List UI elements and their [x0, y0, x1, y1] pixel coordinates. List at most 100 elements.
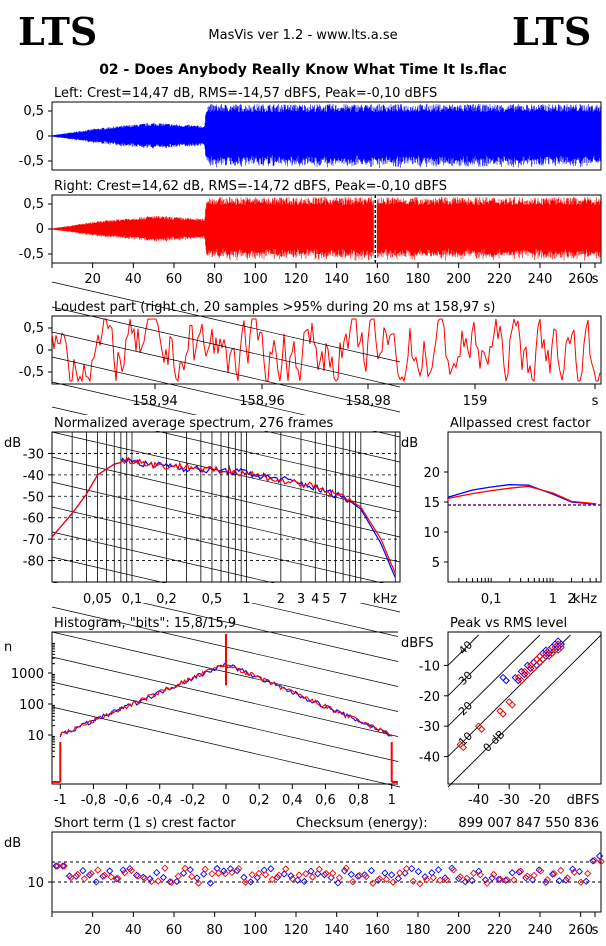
shortterm-point: [369, 879, 377, 887]
spectrum-mask: [52, 583, 400, 603]
spectrum-ytick-label: -80: [23, 555, 44, 570]
crest-ytick-label: 20: [423, 466, 440, 481]
shortterm-xtick-label: 180: [406, 923, 431, 938]
spectrum-xtick-label: 0,5: [202, 592, 223, 607]
peakrms-marker: [514, 676, 523, 685]
shortterm-point: [362, 872, 370, 881]
crest-xtick-label: kHz: [573, 592, 597, 607]
shortterm-point: [181, 864, 189, 872]
shortterm-point: [577, 878, 585, 886]
shortterm-point: [455, 874, 463, 883]
shortterm-ytick-label: 10: [27, 876, 44, 891]
peakrms-point-right: [554, 640, 565, 651]
spectrum-xtick-label: 0,05: [83, 592, 112, 607]
shortterm-point: [563, 874, 572, 882]
shortterm-point: [387, 871, 396, 879]
shortterm-point: [516, 867, 525, 875]
shortterm-point: [422, 876, 431, 884]
histogram-ytick-label: 100: [19, 698, 44, 713]
shortterm-point: [167, 878, 176, 887]
shortterm-point: [107, 873, 115, 881]
shortterm-point: [334, 879, 342, 887]
shortterm-point: [589, 857, 597, 865]
shortterm-point: [463, 874, 471, 882]
peakrms-point-right: [526, 661, 538, 673]
time-axis-tick-label: 240: [528, 272, 553, 287]
spectrum-xtick-label: 5: [322, 592, 330, 607]
shortterm-point: [429, 874, 437, 882]
shortterm-point: [522, 874, 530, 882]
shortterm-point: [280, 870, 288, 878]
shortterm-point: [414, 867, 423, 876]
peakrms-marker: [523, 670, 532, 679]
shortterm-point: [53, 862, 62, 870]
shortterm-point: [569, 865, 577, 873]
histogram-xtick-label: -0,2: [180, 793, 205, 808]
time-axis-tick-label: 40: [125, 272, 142, 287]
shortterm-xtick-label: 100: [243, 923, 268, 938]
shortterm-ylabel: dB: [4, 836, 21, 851]
crest-xtick-label: 0,1: [481, 592, 502, 607]
shortterm-point: [597, 857, 605, 866]
peakrms-marker: [529, 658, 538, 667]
app-title: MasVis ver 1.2 - www.lts.a.se: [208, 28, 397, 43]
shortterm-point: [555, 877, 563, 885]
shortterm-point: [186, 866, 194, 874]
shortterm-point: [402, 865, 411, 873]
logo-right: LTS: [512, 9, 591, 54]
peakrms-marker: [502, 676, 510, 685]
shortterm-xtick-label: 160: [365, 923, 390, 938]
shortterm-point: [146, 875, 154, 883]
shortterm-point: [314, 870, 322, 878]
shortterm-point: [60, 862, 68, 870]
shortterm-series-left: [52, 852, 604, 887]
peakrms-marker: [526, 664, 535, 673]
shortterm-xtick-label: 240: [528, 923, 553, 938]
shortterm-point: [476, 871, 484, 879]
shortterm-point: [515, 868, 523, 876]
spectrum-ytick-label: -40: [23, 469, 44, 484]
time-axis-tick-label: 200: [446, 272, 471, 287]
shortterm-point: [562, 876, 570, 884]
shortterm-point: [121, 869, 129, 877]
peakrms-point-right: [456, 740, 468, 752]
peakrms-marker: [505, 698, 513, 706]
spectrum-xtick-label: 2: [277, 592, 285, 607]
shortterm-point: [508, 869, 516, 877]
shortterm-xtick-label: 220: [487, 923, 512, 938]
peakrms-point-right: [496, 707, 507, 718]
spectrum-title: Normalized average spectrum, 276 frames: [54, 416, 333, 431]
histogram-xtick-label: 0,6: [315, 793, 336, 808]
file-title: 02 - Does Anybody Really Know What Time …: [99, 62, 507, 78]
time-axis-tick-label: 160: [365, 272, 390, 287]
peakrms-marker: [496, 707, 504, 715]
shortterm-point: [528, 876, 537, 884]
shortterm-point: [302, 870, 310, 878]
checksum-value: 899 007 847 550 836: [458, 816, 599, 831]
histogram-ylabel: n: [4, 640, 12, 655]
peakrms-title: Peak vs RMS level: [450, 616, 567, 631]
shortterm-point: [443, 876, 451, 884]
shortterm-point: [543, 876, 552, 884]
shortterm-point: [147, 877, 156, 886]
right-channel-ytick-label: 0,5: [23, 197, 44, 212]
shortterm-point: [375, 875, 384, 883]
shortterm-point: [221, 869, 229, 878]
peakrms-point-right: [545, 646, 556, 657]
histogram-xtick-label: -0,6: [114, 793, 139, 808]
shortterm-point: [307, 867, 315, 875]
shortterm-point: [530, 871, 538, 880]
shortterm-point: [308, 873, 317, 881]
histogram-ytick-label: 1000: [11, 667, 44, 682]
crest-ylabel: dB: [401, 436, 418, 451]
loudest-xtick-label: 158,94: [132, 394, 178, 409]
time-axis-tick-label: s: [592, 272, 599, 287]
shortterm-point: [468, 876, 476, 885]
shortterm-point: [235, 864, 243, 873]
shortterm-xtick-label: 80: [206, 923, 223, 938]
shortterm-point: [381, 869, 389, 877]
shortterm-point: [496, 875, 505, 883]
shortterm-point: [469, 869, 478, 877]
crest-frame: [447, 431, 602, 583]
